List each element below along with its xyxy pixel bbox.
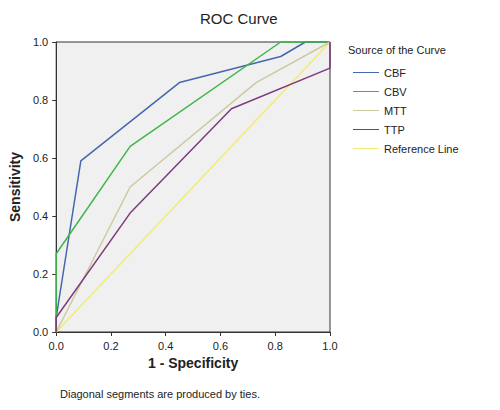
svg-text:0.0: 0.0 [49,340,64,352]
svg-text:0.0: 0.0 [33,326,48,338]
svg-text:Sensitivity: Sensitivity [7,152,23,222]
svg-text:TTP: TTP [384,124,405,136]
svg-text:1.0: 1.0 [33,36,48,48]
svg-text:ROC Curve: ROC Curve [200,10,278,27]
svg-text:1 - Specificity: 1 - Specificity [148,355,238,371]
svg-text:Reference Line: Reference Line [384,143,459,155]
svg-text:Diagonal segments are produced: Diagonal segments are produced by ties. [60,388,260,400]
svg-text:0.8: 0.8 [33,94,48,106]
svg-text:0.4: 0.4 [33,210,48,222]
svg-text:MTT: MTT [384,105,407,117]
svg-text:0.6: 0.6 [213,340,228,352]
svg-text:CBF: CBF [384,67,406,79]
svg-text:0.4: 0.4 [158,340,173,352]
svg-text:Source of the Curve: Source of the Curve [348,44,446,56]
svg-text:CBV: CBV [384,86,407,98]
svg-text:0.2: 0.2 [103,340,118,352]
svg-text:0.6: 0.6 [33,152,48,164]
svg-text:1.0: 1.0 [322,340,337,352]
svg-text:0.8: 0.8 [268,340,283,352]
svg-text:0.2: 0.2 [33,268,48,280]
